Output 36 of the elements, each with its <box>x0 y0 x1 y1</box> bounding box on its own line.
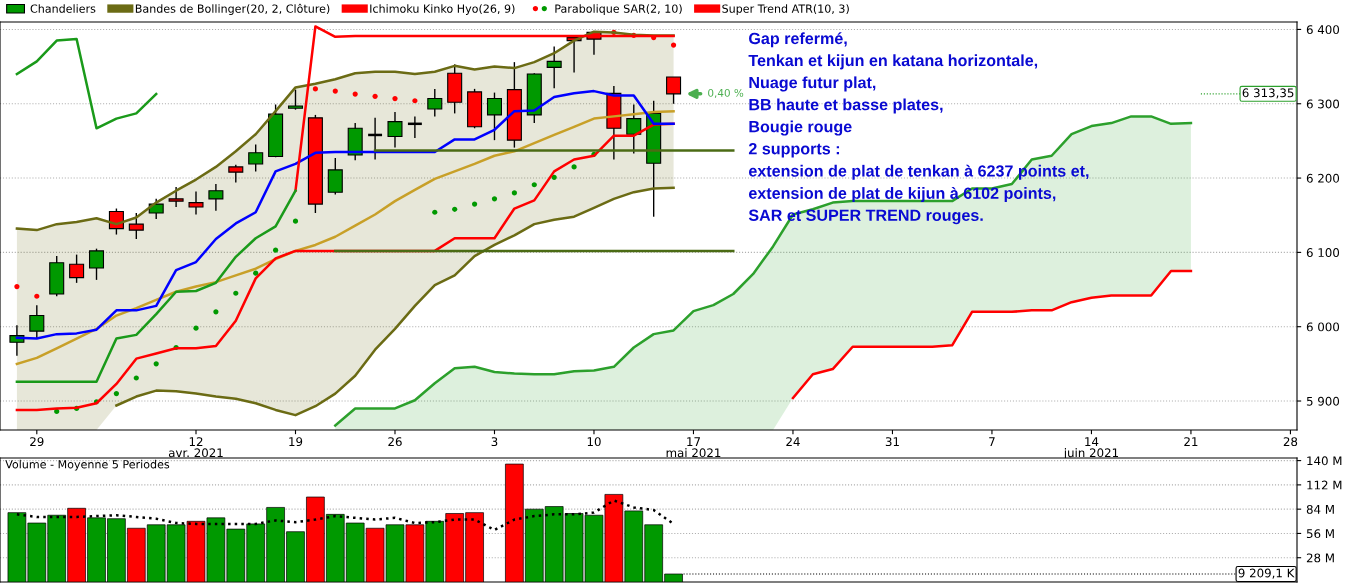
y-tick-label: 112 M <box>1307 480 1342 490</box>
x-tick-label: 7 <box>989 437 995 446</box>
x-tick-label: 14 <box>1085 437 1099 446</box>
legend-label: Parabolique SAR(2, 10) <box>555 4 682 15</box>
x-tick-label: 26 <box>388 437 402 447</box>
x-tick-label: 28 <box>1283 437 1298 447</box>
y-tick-label: 56 M <box>1306 529 1334 539</box>
y-tick-label: 6 300 <box>1306 99 1340 109</box>
legend-label: Ichimoku Kinko Hyo(26, 9) <box>370 4 515 15</box>
y-tick-label: 5 900 <box>1306 396 1340 406</box>
legend-label: Bandes de Bollinger(20, 2, Clôture) <box>135 3 330 15</box>
annotation: 0,40 % <box>708 88 744 98</box>
annotation: juin 2021 <box>1063 448 1119 460</box>
x-tick-label: 19 <box>289 437 303 447</box>
y-tick-label: 6 400 <box>1306 25 1340 35</box>
x-tick-label: 24 <box>786 437 800 446</box>
legend-label: Super Trend ATR(10, 3) <box>722 4 849 15</box>
x-tick-label: 21 <box>1184 437 1198 446</box>
y-tick-label: 28 M <box>1306 553 1334 563</box>
y-tick-label: 6 100 <box>1306 248 1340 258</box>
y-tick-label: 6 000 <box>1306 322 1340 332</box>
x-tick-label: 29 <box>30 437 44 447</box>
x-tick-label: 12 <box>189 437 203 446</box>
ref-line-label: 6 313,35 <box>1242 88 1294 99</box>
annotation: avr. 2021 <box>168 448 223 458</box>
x-tick-label: 3 <box>491 437 498 447</box>
chart-title: Volume - Moyenne 5 Periodes <box>5 459 170 471</box>
x-tick-label: 10 <box>587 437 601 447</box>
y-tick-label: 6 200 <box>1306 173 1340 183</box>
ref-line-label: 9 209,1 K <box>1238 568 1295 579</box>
x-tick-label: 17 <box>687 437 700 446</box>
x-tick-label: 31 <box>885 437 899 447</box>
y-tick-label: 140 M <box>1307 456 1342 466</box>
y-tick-label: 84 M <box>1306 504 1334 514</box>
legend-label: Chandeliers <box>30 4 96 13</box>
annotation: mai 2021 <box>666 448 721 458</box>
